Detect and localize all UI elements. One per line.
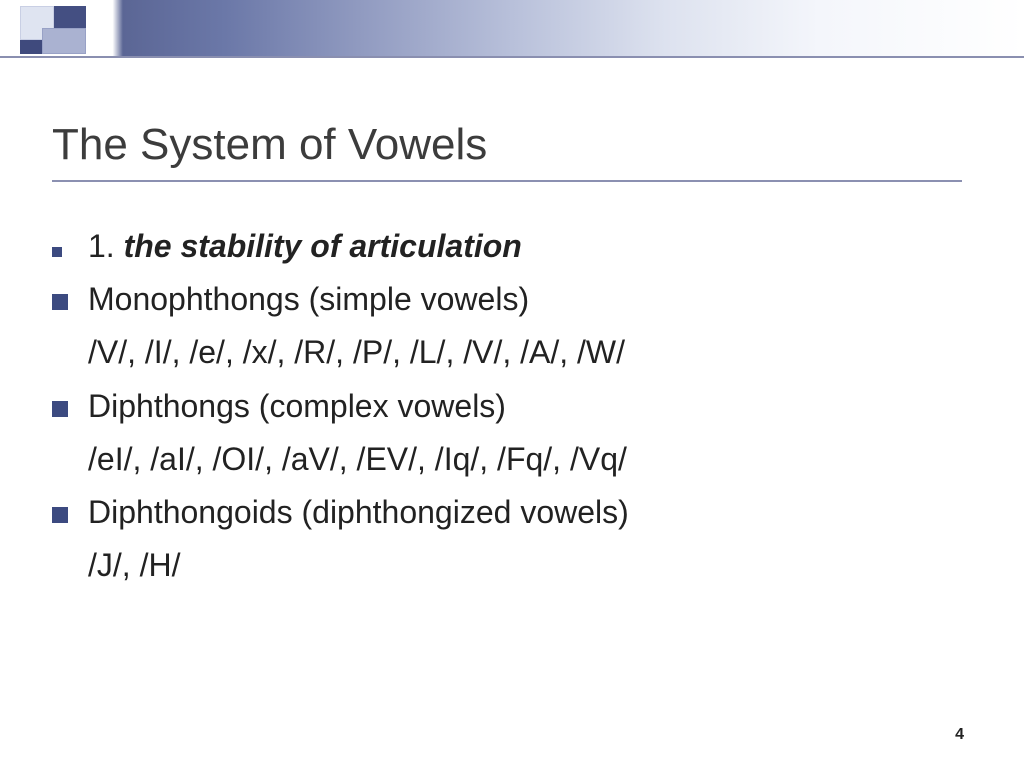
bullet-row: Monophthongs (simple vowels) [52,278,972,321]
title-underline [52,180,962,182]
bullet-label: Monophthongs (simple vowels) [88,278,529,321]
bullet-spacer [52,353,88,363]
bullet-spacer [52,460,88,470]
bullet-spacer [52,566,88,576]
heading-italic: the stability of articulation [124,228,522,264]
phonemes-row: /eI/, /aI/, /OI/, /aV/, /EV/, /Iq/, /Fq/… [52,438,972,481]
bullet-label: Diphthongoids (diphthongized vowels) [88,491,629,534]
slide-title: The System of Vowels [52,120,487,170]
bullet-icon [52,391,88,417]
phonemes-text: /eI/, /aI/, /OI/, /aV/, /EV/, /Iq/, /Fq/… [88,438,627,481]
heading-text: 1. the stability of articulation [88,225,522,268]
phonemes-row: /J/, /H/ [52,544,972,587]
heading-dot: . [106,228,124,264]
phonemes-row: /V/, /I/, /e/, /x/, /R/, /P/, /L/, /V/, … [52,331,972,374]
bullet-row: Diphthongoids (diphthongized vowels) [52,491,972,534]
header-decoration-icon [20,6,110,52]
slide-header-bar [0,0,1024,58]
bullet-row: Diphthongs (complex vowels) [52,385,972,428]
heading-number: 1 [88,228,106,264]
bullet-icon [52,237,88,257]
bullet-row-heading: 1. the stability of articulation [52,225,972,268]
slide-content: 1. the stability of articulation Monopht… [52,225,972,597]
bullet-icon [52,284,88,310]
phonemes-text: /J/, /H/ [88,544,180,587]
bullet-icon [52,497,88,523]
bullet-label: Diphthongs (complex vowels) [88,385,506,428]
phonemes-text: /V/, /I/, /e/, /x/, /R/, /P/, /L/, /V/, … [88,331,625,374]
page-number: 4 [955,726,964,744]
